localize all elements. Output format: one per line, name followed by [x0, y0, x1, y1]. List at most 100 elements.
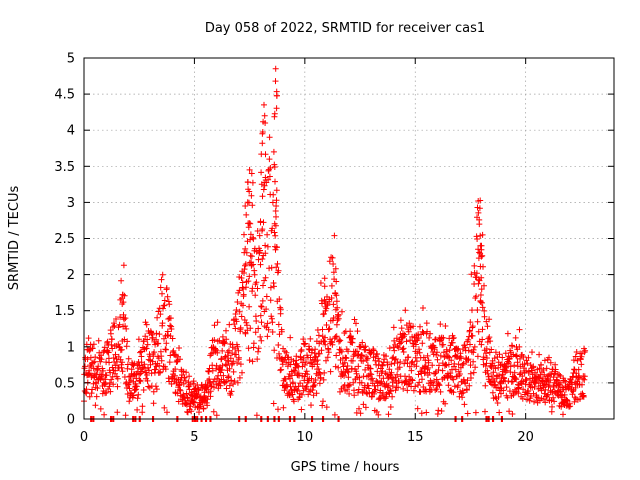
data-point: [133, 383, 140, 390]
data-point: [103, 372, 110, 379]
data-point: [469, 307, 475, 314]
data-point: [259, 193, 266, 200]
data-point: [168, 381, 175, 387]
data-point: [225, 352, 232, 359]
data-point: [237, 361, 244, 368]
y-axis-label: SRMTID / TECUs: [7, 186, 22, 291]
data-point: [525, 354, 532, 361]
data-point: [275, 267, 282, 274]
data-point: [265, 326, 272, 333]
data-point: [254, 356, 261, 363]
data-point: [313, 390, 320, 397]
data-point: [353, 320, 359, 327]
data-point: [331, 411, 338, 418]
data-point: [261, 112, 268, 119]
data-point: [466, 382, 473, 389]
data-point: [290, 380, 296, 387]
data-point: [84, 356, 91, 363]
data-point: [400, 385, 407, 392]
data-point: [104, 338, 111, 345]
data-point: [398, 325, 405, 332]
data-point: [456, 371, 463, 377]
data-point: [329, 254, 336, 261]
data-point: [337, 337, 344, 344]
data-point: [483, 360, 490, 367]
data-point: [105, 349, 112, 356]
data-point: [249, 285, 256, 292]
data-point: [510, 351, 517, 358]
data-point: [434, 349, 440, 356]
data-point: [438, 408, 445, 414]
data-point: [154, 314, 161, 321]
data-point: [357, 410, 364, 417]
data-point: [171, 372, 178, 379]
data-point: [525, 368, 532, 375]
data-point: [153, 336, 160, 343]
data-point: [273, 264, 280, 271]
data-point: [446, 347, 453, 354]
data-point: [429, 362, 436, 369]
data-point: [167, 315, 174, 322]
data-point: [174, 390, 181, 397]
data-point: [492, 349, 499, 356]
data-point: [200, 405, 207, 412]
data-point: [255, 345, 262, 352]
data-point: [409, 377, 416, 384]
axis-ticks: 0 0.5 1 1.5 2 2.5 3 3.5 4 4.5 5 0 5 10 15 20: [54, 52, 614, 445]
data-point: [351, 316, 358, 323]
data-point: [245, 345, 252, 352]
data-point: [405, 328, 412, 335]
data-point: [205, 368, 212, 375]
data-point: [119, 291, 126, 298]
data-point: [239, 279, 246, 286]
data-point: [85, 335, 92, 342]
grid: [84, 58, 614, 419]
data-point: [253, 318, 260, 324]
data-point: [478, 286, 485, 293]
data-point: [312, 377, 319, 383]
data-point: [97, 405, 104, 412]
data-point: [269, 319, 276, 326]
data-point: [225, 373, 232, 380]
data-point: [479, 252, 486, 259]
data-point: [459, 362, 466, 368]
data-point: [152, 366, 159, 373]
data-point: [487, 338, 494, 345]
data-point: [410, 323, 417, 330]
data-point: [140, 338, 147, 345]
data-point: [118, 295, 125, 302]
data-point: [128, 366, 135, 373]
data-point: [289, 391, 296, 398]
data-point: [226, 347, 232, 354]
data-point: [271, 113, 278, 120]
x-tick-label: 10: [297, 430, 314, 445]
data-point: [502, 350, 509, 357]
data-point: [108, 336, 115, 343]
data-point: [341, 372, 348, 379]
data-point: [264, 231, 271, 238]
data-point: [166, 301, 173, 308]
data-point: [263, 306, 270, 313]
data-point: [474, 318, 481, 325]
data-point: [475, 328, 482, 335]
data-point: [94, 385, 101, 392]
data-point: [467, 319, 474, 326]
data-point: [478, 246, 485, 253]
data-point: [501, 375, 507, 382]
data-point: [494, 400, 501, 406]
data-point: [125, 355, 132, 362]
y-tick-label: 1: [67, 340, 75, 355]
data-point: [576, 374, 583, 381]
data-point: [163, 285, 170, 291]
data-point: [134, 395, 141, 402]
data-point: [435, 407, 442, 414]
data-point: [270, 148, 277, 155]
data-point: [101, 344, 108, 351]
data-point: [370, 347, 377, 354]
data-point: [157, 368, 164, 375]
data-point: [433, 351, 440, 358]
data-point: [326, 325, 333, 332]
data-point: [122, 323, 129, 330]
data-point: [406, 320, 413, 327]
data-point: [258, 303, 264, 310]
